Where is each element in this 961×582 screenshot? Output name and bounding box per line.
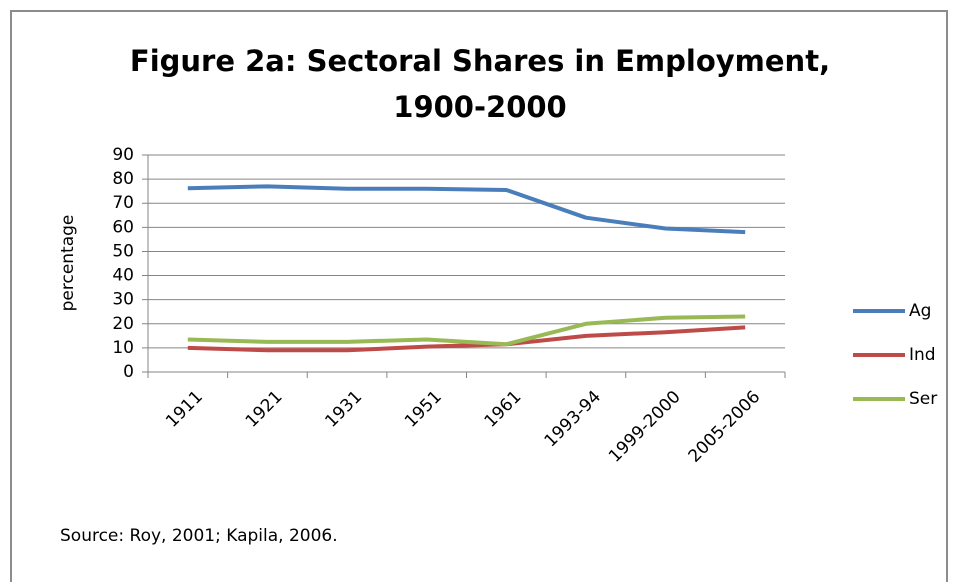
series-line bbox=[187, 314, 746, 347]
legend-label: Ind bbox=[909, 345, 936, 365]
source-note: Source: Roy, 2001; Kapila, 2006. bbox=[60, 526, 338, 546]
y-tick-label: 10 bbox=[112, 338, 134, 358]
y-tick-label: 60 bbox=[112, 217, 134, 237]
legend-label: Ag bbox=[909, 301, 931, 321]
y-tick-label: 40 bbox=[112, 266, 134, 286]
x-tick-label: 1999-2000 bbox=[605, 387, 685, 467]
y-tick-label: 90 bbox=[112, 145, 134, 165]
x-tick-label: 1911 bbox=[162, 387, 207, 432]
legend-label: Ser bbox=[909, 389, 937, 409]
chart-title: Figure 2a: Sectoral Shares in Employment… bbox=[129, 44, 831, 124]
series-line bbox=[187, 325, 746, 353]
chart-frame bbox=[10, 10, 948, 582]
x-tick-label: 1921 bbox=[242, 387, 287, 432]
y-tick-label: 30 bbox=[112, 290, 134, 310]
x-tick-label: 1931 bbox=[321, 387, 366, 432]
y-tick-label: 0 bbox=[123, 362, 134, 382]
y-tick-label: 50 bbox=[112, 241, 134, 261]
y-tick-label: 20 bbox=[112, 314, 134, 334]
x-tick-label: 1951 bbox=[401, 387, 446, 432]
x-tick-label: 1993-94 bbox=[541, 387, 605, 451]
y-tick-label: 70 bbox=[112, 193, 134, 213]
y-axis-label: percentage bbox=[58, 215, 78, 312]
x-tick-label: 1961 bbox=[481, 387, 526, 432]
x-tick-label: 2005-2006 bbox=[685, 387, 765, 467]
series-line bbox=[187, 184, 746, 235]
y-tick-label: 80 bbox=[112, 169, 134, 189]
